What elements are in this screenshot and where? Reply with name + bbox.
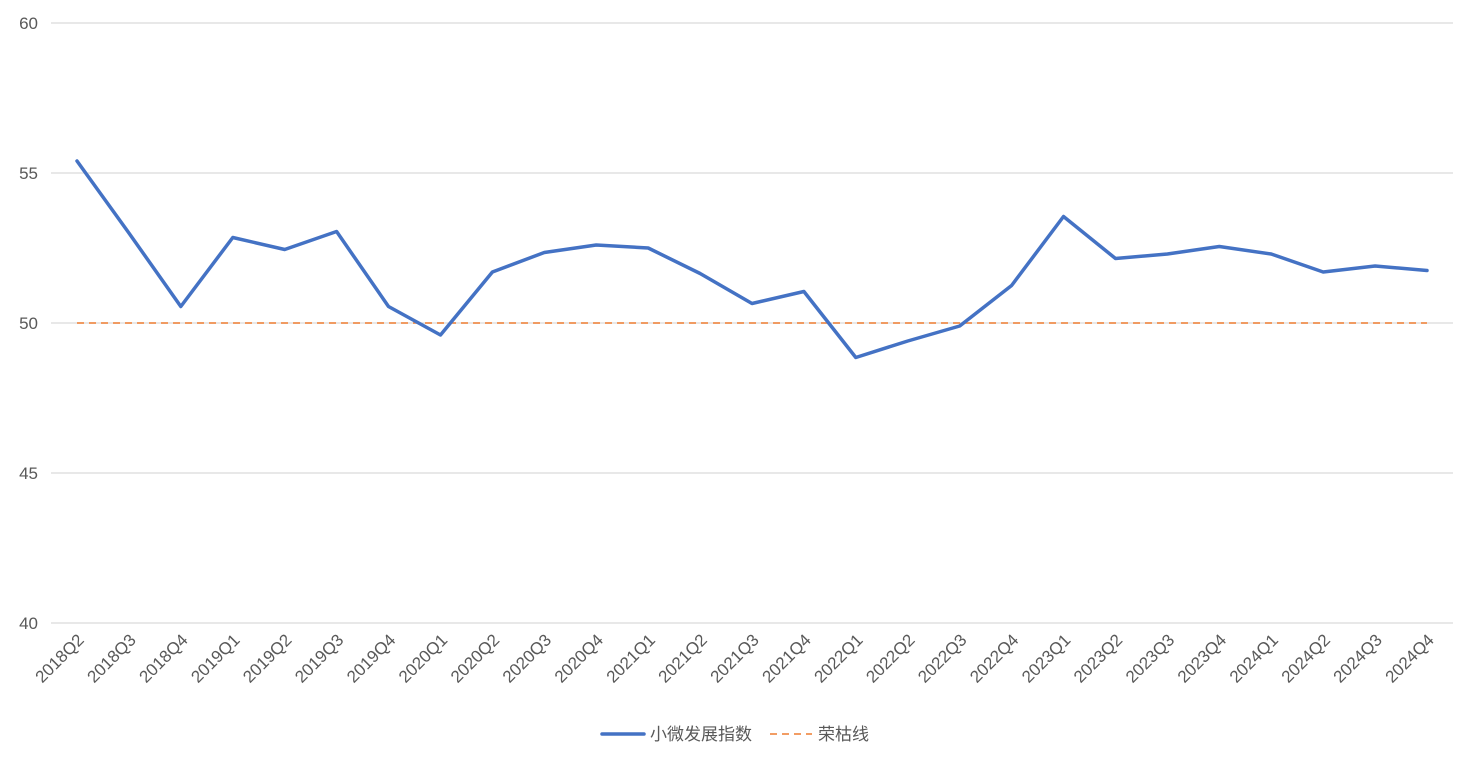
x-tick-label: 2022Q3 <box>914 630 970 686</box>
y-tick-label: 55 <box>19 164 38 183</box>
y-tick-label: 60 <box>19 14 38 33</box>
legend: 小微发展指数 荣枯线 <box>600 725 869 745</box>
x-tick-label: 2020Q3 <box>499 630 555 686</box>
legend-label: 小微发展指数 <box>650 725 752 745</box>
x-tick-label: 2023Q2 <box>1070 630 1126 686</box>
y-tick-label: 45 <box>19 464 38 483</box>
legend-item: 小微发展指数 <box>600 725 752 745</box>
x-tick-label: 2021Q2 <box>655 630 711 686</box>
x-tick-label: 2021Q1 <box>603 630 659 686</box>
x-axis-tick-labels: 2018Q22018Q32018Q42019Q12019Q22019Q32019… <box>32 630 1438 686</box>
x-tick-label: 2023Q4 <box>1174 630 1230 686</box>
x-tick-label: 2019Q1 <box>187 630 243 686</box>
series-lines <box>75 159 1429 360</box>
x-tick-label: 2018Q4 <box>135 630 191 686</box>
x-tick-label: 2019Q4 <box>343 630 399 686</box>
x-tick-label: 2022Q4 <box>966 630 1022 686</box>
x-tick-label: 2019Q2 <box>239 630 295 686</box>
legend-item: 荣枯线 <box>770 725 869 745</box>
index-line-series <box>75 159 1429 360</box>
x-tick-label: 2023Q1 <box>1018 630 1074 686</box>
x-tick-label: 2021Q4 <box>759 630 815 686</box>
x-tick-label: 2023Q3 <box>1122 630 1178 686</box>
x-tick-label: 2019Q3 <box>291 630 347 686</box>
x-tick-label: 2018Q3 <box>84 630 140 686</box>
y-axis-tick-labels: 40 45 50 55 60 <box>19 14 38 633</box>
x-tick-label: 2018Q2 <box>32 630 88 686</box>
x-tick-label: 2024Q3 <box>1330 630 1386 686</box>
x-tick-label: 2022Q2 <box>862 630 918 686</box>
x-tick-label: 2020Q2 <box>447 630 503 686</box>
y-tick-label: 40 <box>19 614 38 633</box>
x-tick-label: 2024Q4 <box>1382 630 1438 686</box>
legend-label: 荣枯线 <box>818 725 869 745</box>
y-tick-label: 50 <box>19 314 38 333</box>
x-tick-label: 2020Q4 <box>551 630 607 686</box>
x-tick-label: 2024Q1 <box>1226 630 1282 686</box>
x-tick-label: 2024Q2 <box>1278 630 1334 686</box>
x-tick-label: 2022Q1 <box>810 630 866 686</box>
x-tick-label: 2020Q1 <box>395 630 451 686</box>
x-tick-label: 2021Q3 <box>707 630 763 686</box>
